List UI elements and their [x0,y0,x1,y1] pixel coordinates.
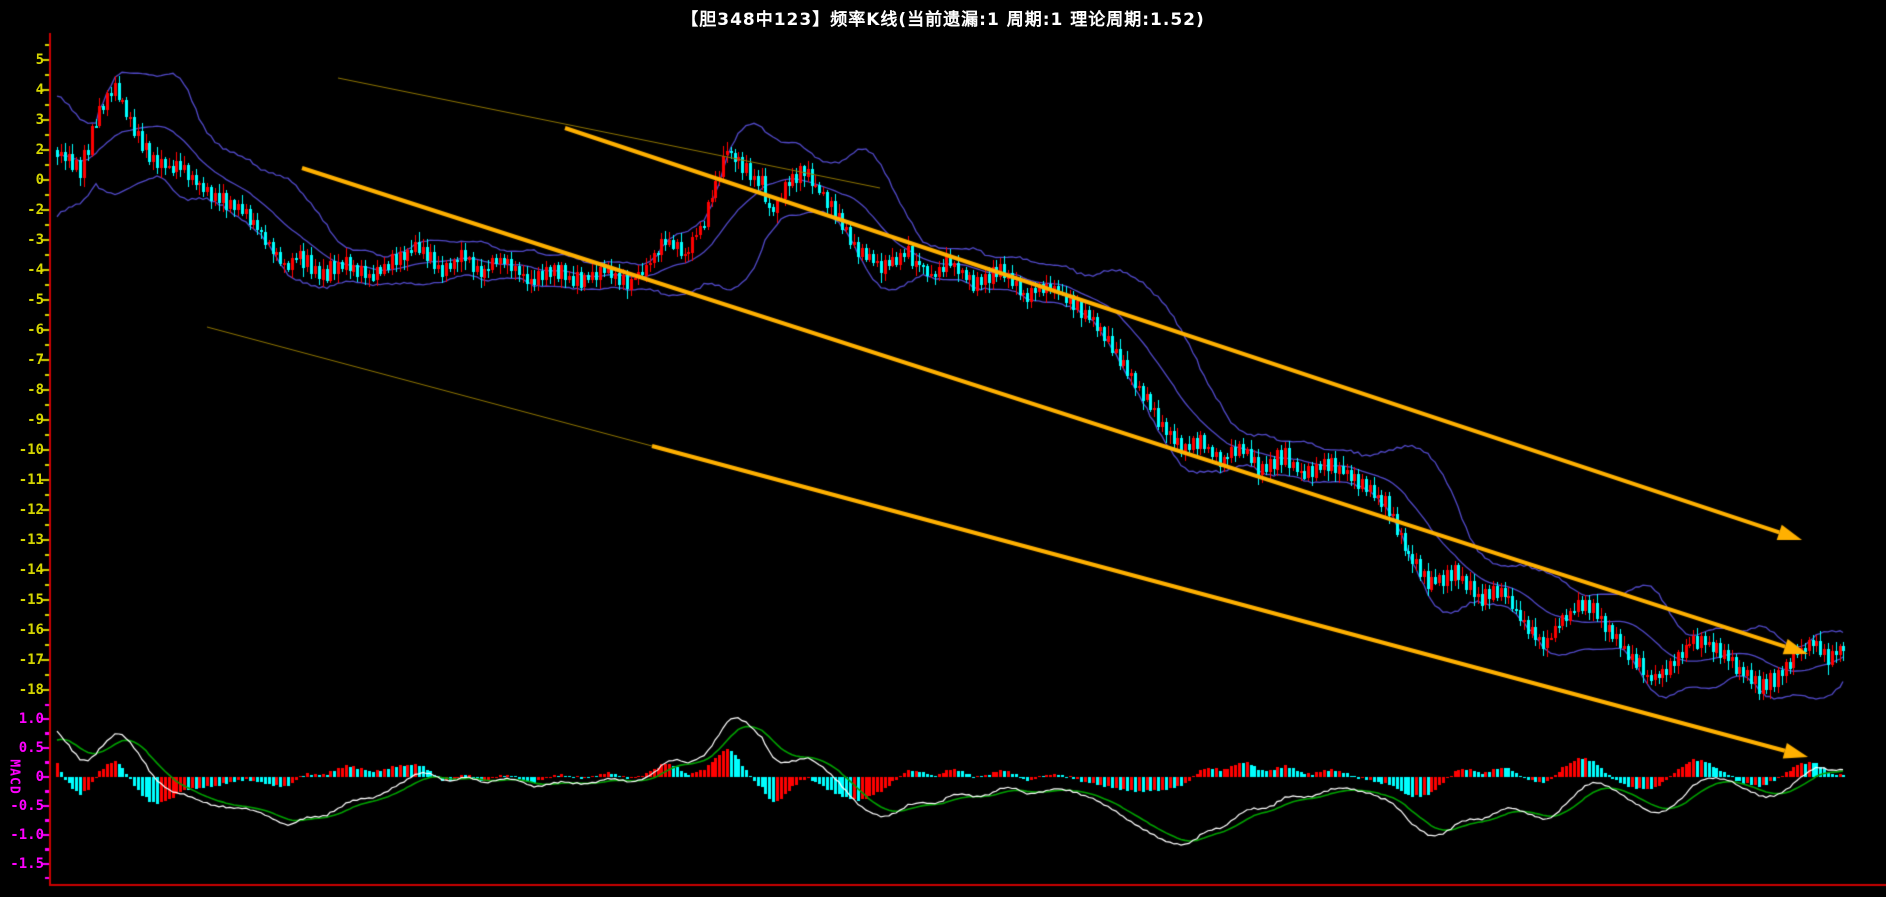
price-axis-label: -3 [27,232,44,248]
price-axis-label: -11 [18,472,44,488]
price-axis-label: 5 [35,52,44,68]
macd-axis-label: -1.5 [10,856,44,872]
chart-title: 【胆348中123】频率K线(当前遗漏:1 周期:1 理论周期:1.52) [681,10,1205,30]
price-axis-label: -8 [27,382,44,398]
price-axis-label: 2 [35,142,44,158]
macd-axis-label: -0.5 [10,798,44,814]
macd-axis-label: 0 [35,769,44,785]
price-axis-label: -7 [27,352,44,368]
price-axis-label: 4 [35,82,44,98]
macd-indicator-label: MACD [6,759,22,795]
price-axis-label: -5 [27,292,44,308]
price-axis-label: -16 [18,622,44,638]
price-axis-label: 0 [35,172,44,188]
price-axis-label: -6 [27,322,44,338]
macd-axis-label: -1.0 [10,827,44,843]
price-axis-label: -4 [27,262,44,278]
price-axis-label: 3 [35,112,44,128]
macd-axis-label: 0.5 [18,740,44,756]
price-axis-label: -2 [27,202,44,218]
price-axis-label: -17 [18,652,44,668]
price-axis-label: -10 [18,442,44,458]
price-axis-label: -12 [18,502,44,518]
macd-axis-label: 1.0 [18,711,44,727]
price-axis-label: -14 [18,562,44,578]
price-axis-label: -15 [18,592,44,608]
price-axis-label: -13 [18,532,44,548]
price-axis-label: -9 [27,412,44,428]
price-axis-label: -18 [18,682,44,698]
